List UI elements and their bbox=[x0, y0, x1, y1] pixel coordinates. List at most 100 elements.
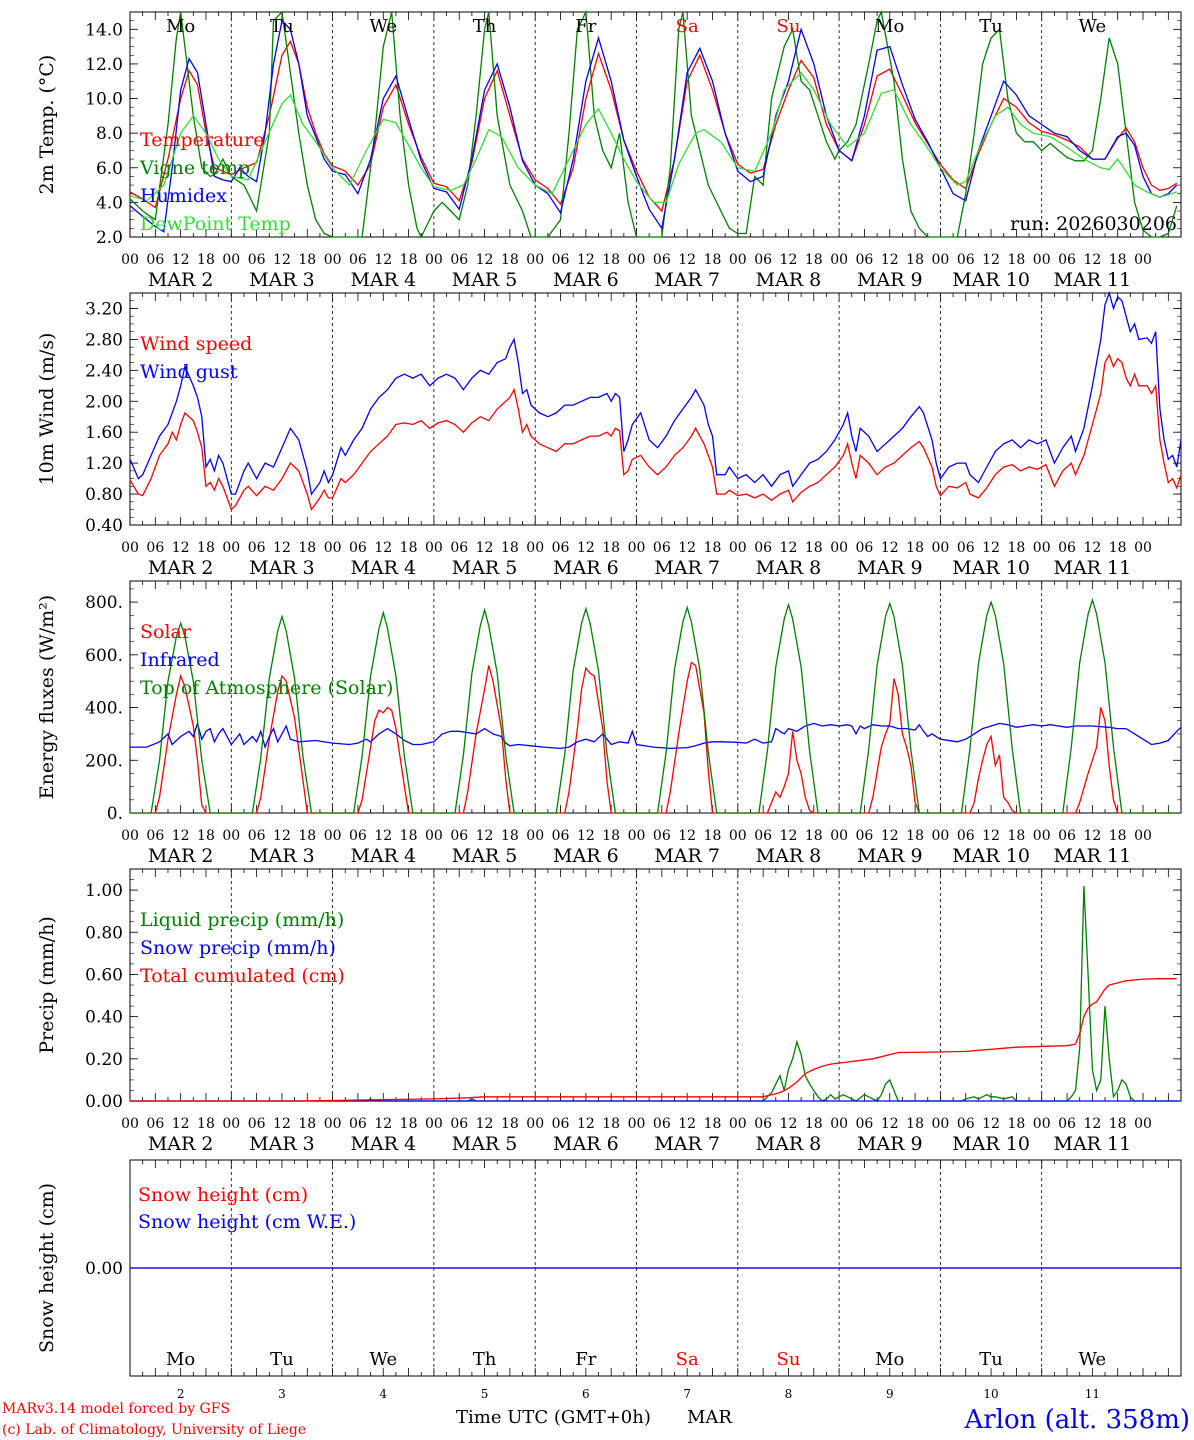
hour-tick-label: 12 bbox=[1083, 828, 1101, 844]
hour-tick-label: 06 bbox=[653, 540, 671, 556]
hour-tick-label: 00 bbox=[324, 540, 342, 556]
date-label: MAR 7 bbox=[654, 845, 720, 867]
hour-tick-label: 12 bbox=[476, 252, 494, 268]
date-label: MAR 6 bbox=[553, 557, 619, 579]
date-label: MAR 3 bbox=[249, 269, 315, 291]
legend-entry: Total cumulated (cm) bbox=[140, 965, 345, 987]
hour-tick-label: 12 bbox=[780, 252, 798, 268]
y-axis-title: Energy fluxes (W/m²) bbox=[36, 595, 58, 799]
hour-tick-label: 18 bbox=[1109, 1116, 1127, 1132]
day-abbr: Tu bbox=[270, 16, 294, 37]
hour-tick-label: 06 bbox=[653, 252, 671, 268]
date-label: MAR 2 bbox=[148, 557, 214, 579]
y-axis-title: 2m Temp. (°C) bbox=[36, 55, 58, 195]
series-line bbox=[129, 290, 1182, 496]
run-label: run: 2026030206 bbox=[1010, 213, 1177, 235]
y-tick-label: 2.00 bbox=[85, 392, 123, 412]
hour-tick-label: 12 bbox=[476, 540, 494, 556]
hour-tick-label: 18 bbox=[704, 540, 722, 556]
hour-tick-label: 12 bbox=[476, 1116, 494, 1132]
y-tick-label: 4.0 bbox=[96, 193, 123, 213]
hour-tick-label: 18 bbox=[298, 540, 316, 556]
hour-tick-label: 06 bbox=[856, 828, 874, 844]
panel-wind: 0.40 0.80 1.20 1.60 2.00 2.40 2.80 3.20 10m Wind… bbox=[36, 290, 1182, 579]
date-label: MAR 7 bbox=[654, 1133, 720, 1155]
hour-tick-label: 18 bbox=[1109, 252, 1127, 268]
hour-tick-label: 18 bbox=[501, 252, 519, 268]
y-tick-label: 400. bbox=[85, 699, 123, 719]
plot-frame bbox=[129, 292, 1182, 526]
hour-tick-label: 00 bbox=[830, 252, 848, 268]
day-abbr: Sa bbox=[676, 1349, 699, 1370]
hour-tick-label: 00 bbox=[121, 252, 139, 268]
hour-tick-label: 00 bbox=[425, 540, 443, 556]
hour-tick-label: 12 bbox=[273, 540, 291, 556]
hour-tick-label: 06 bbox=[146, 1116, 164, 1132]
y-tick-label: 6.0 bbox=[96, 159, 123, 179]
date-label: MAR 4 bbox=[350, 1133, 416, 1155]
hour-tick-label: 18 bbox=[400, 540, 418, 556]
hour-tick-label: 06 bbox=[856, 252, 874, 268]
hour-tick-label: 12 bbox=[476, 828, 494, 844]
y-axis-title: Precip (mm/h) bbox=[36, 916, 58, 1054]
hour-tick-label: 06 bbox=[552, 540, 570, 556]
hour-tick-label: 00 bbox=[830, 1116, 848, 1132]
day-abbr: Tu bbox=[270, 1349, 294, 1370]
day-number: 8 bbox=[785, 1387, 793, 1401]
hour-tick-label: 18 bbox=[602, 1116, 620, 1132]
legend-entry: Top of Atmosphere (Solar) bbox=[140, 677, 393, 699]
y-tick-label: 0.40 bbox=[85, 1008, 123, 1028]
date-label: MAR 9 bbox=[857, 269, 923, 291]
series-line bbox=[129, 19, 1178, 233]
hour-tick-label: 18 bbox=[1007, 1116, 1025, 1132]
day-abbr: Fr bbox=[575, 16, 596, 37]
day-number: 6 bbox=[582, 1387, 590, 1401]
hour-tick-label: 12 bbox=[1083, 1116, 1101, 1132]
hour-tick-label: 12 bbox=[577, 1116, 595, 1132]
hour-tick-label: 00 bbox=[1033, 540, 1051, 556]
model-credit: MARv3.14 model forced by GFS bbox=[2, 1401, 230, 1417]
hour-tick-label: 12 bbox=[881, 828, 899, 844]
hour-tick-label: 06 bbox=[349, 1116, 367, 1132]
day-abbr: Sa bbox=[676, 16, 699, 37]
hour-tick-label: 06 bbox=[146, 540, 164, 556]
hour-tick-label: 18 bbox=[400, 252, 418, 268]
hour-tick-label: 00 bbox=[121, 1116, 139, 1132]
y-tick-label: 0.80 bbox=[85, 923, 123, 943]
hour-tick-label: 18 bbox=[906, 252, 924, 268]
panel-precip: 0.00 0.20 0.40 0.60 0.80 1.00 Precip (mm/h) Liq… bbox=[36, 868, 1182, 1155]
xaxis-month: MAR bbox=[687, 1407, 732, 1428]
station-name: Arlon (alt. 358m) bbox=[963, 1405, 1190, 1435]
hour-tick-label: 18 bbox=[400, 828, 418, 844]
day-number: 7 bbox=[683, 1387, 691, 1401]
date-label: MAR 3 bbox=[249, 557, 315, 579]
y-tick-label: 12.0 bbox=[85, 55, 123, 75]
hour-tick-label: 18 bbox=[1007, 828, 1025, 844]
hour-tick-label: 00 bbox=[628, 252, 646, 268]
hour-tick-label: 00 bbox=[526, 540, 544, 556]
hour-tick-label: 12 bbox=[577, 540, 595, 556]
hour-tick-label: 06 bbox=[754, 828, 772, 844]
hour-tick-label: 06 bbox=[653, 828, 671, 844]
hour-tick-label: 06 bbox=[754, 540, 772, 556]
hour-tick-label: 00 bbox=[830, 540, 848, 556]
hour-tick-label: 06 bbox=[248, 828, 266, 844]
date-label: MAR 5 bbox=[452, 557, 518, 579]
y-tick-label: 0.00 bbox=[85, 1259, 123, 1279]
hour-tick-label: 12 bbox=[881, 540, 899, 556]
series-line bbox=[129, 9, 1178, 239]
hour-tick-label: 00 bbox=[324, 1116, 342, 1132]
hour-tick-label: 06 bbox=[957, 828, 975, 844]
hour-tick-label: 00 bbox=[526, 1116, 544, 1132]
date-label: MAR 2 bbox=[148, 845, 214, 867]
hour-tick-label: 18 bbox=[602, 252, 620, 268]
hour-tick-label: 06 bbox=[856, 540, 874, 556]
hour-tick-label: 06 bbox=[248, 540, 266, 556]
hour-tick-label: 06 bbox=[146, 828, 164, 844]
day-number: 4 bbox=[379, 1387, 387, 1401]
hour-tick-label: 18 bbox=[298, 828, 316, 844]
hour-tick-label: 06 bbox=[1058, 540, 1076, 556]
hour-tick-label: 18 bbox=[602, 540, 620, 556]
hour-tick-label: 12 bbox=[374, 828, 392, 844]
hour-tick-label: 12 bbox=[678, 540, 696, 556]
